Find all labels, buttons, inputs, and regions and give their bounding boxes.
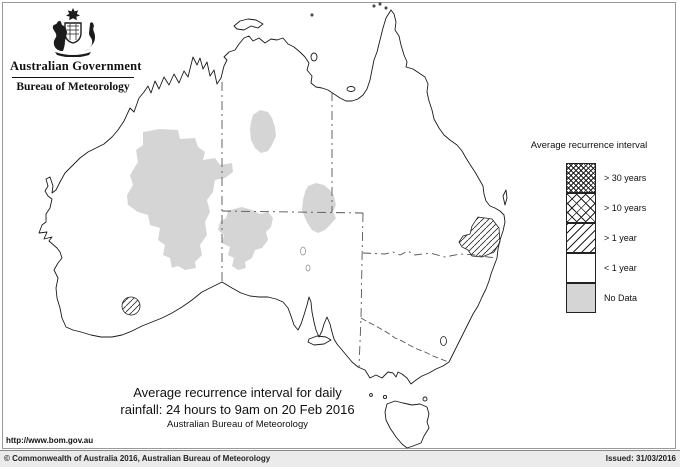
bureau-title: Bureau of Meteorology — [16, 81, 130, 93]
map-caption: Average recurrence interval for daily ra… — [85, 384, 390, 431]
mornington-island — [346, 86, 356, 92]
caption-line1: Average recurrence interval for daily — [133, 385, 342, 400]
issued-date: Issued: 31/03/2016 — [605, 454, 676, 463]
legend-title: Average recurrence interval — [530, 140, 648, 151]
legend-swatch-nodata — [566, 282, 596, 313]
recurrence-gt1yr-regions — [121, 216, 501, 316]
government-title: Australian Government — [10, 59, 142, 73]
caption-line2: rainfall: 24 hours to 9am on 20 Feb 2016 — [120, 402, 355, 417]
kangaroo-island — [307, 335, 332, 346]
groote-island — [310, 52, 318, 62]
melville-island — [233, 18, 264, 31]
hatched-region-wa-coast — [121, 296, 141, 316]
logo-divider — [12, 77, 134, 78]
legend-swatch-gt10yr — [566, 192, 596, 223]
no-data-regions — [127, 110, 336, 270]
fraser-island — [502, 189, 508, 206]
legend-label: No Data — [604, 293, 638, 303]
hatched-region-qld-nsw-coast — [458, 216, 501, 258]
legend-item-gt10yr: > 10 years — [566, 192, 672, 223]
tasmania — [384, 400, 430, 449]
coat-of-arms-icon — [52, 8, 96, 57]
map-frame — [2, 2, 676, 449]
legend-item-nodata: No Data — [566, 282, 672, 313]
coastline — [38, 2, 508, 449]
act-border — [440, 336, 447, 346]
bom-logo: Australian Government Bureau of Meteorol… — [10, 7, 142, 93]
legend-item-gt1yr: > 1 year — [566, 222, 672, 253]
footer-bar: © Commonwealth of Australia 2016, Austra… — [0, 450, 680, 467]
legend-label: > 30 years — [604, 173, 647, 183]
state-borders — [221, 82, 498, 368]
caption-line3: Australian Bureau of Meteorology — [167, 419, 308, 430]
legend-swatch-gt1yr — [566, 222, 596, 253]
legend: Average recurrence interval > 30 years >… — [506, 140, 672, 313]
bom-url-label: http://www.bom.gov.au — [6, 436, 94, 445]
legend-label: > 10 years — [604, 203, 647, 213]
legend-label: > 1 year — [604, 233, 637, 243]
legend-swatch-gt30yr — [566, 162, 596, 193]
copyright-text: © Commonwealth of Australia 2016, Austra… — [4, 454, 271, 463]
legend-item-lt1yr: < 1 year — [566, 252, 672, 283]
legend-item-gt30yr: > 30 years — [566, 162, 672, 193]
legend-label: < 1 year — [604, 263, 637, 273]
legend-swatch-lt1yr — [566, 252, 596, 283]
